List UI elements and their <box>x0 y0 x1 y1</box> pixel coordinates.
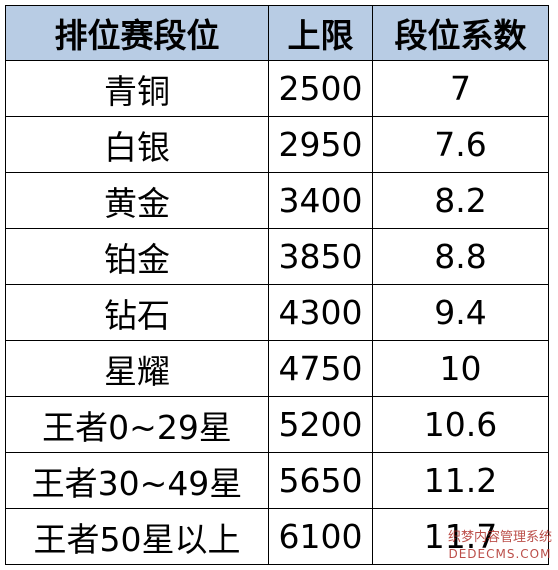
table-cell: 10 <box>372 340 549 397</box>
table-cell: 3850 <box>268 228 373 285</box>
table-cell: 钻石 <box>5 284 269 341</box>
table-cell: 8.8 <box>372 228 549 285</box>
table-cell: 4300 <box>268 284 373 341</box>
rank-table: 排位赛段位 上限 段位系数 青铜 2500 7 白银 2950 7.6 黄金 3400 8.2 铂金 3… <box>5 5 549 565</box>
table-header: 排位赛段位 上限 段位系数 <box>5 5 549 61</box>
table-cell: 王者50星以上 <box>5 508 269 565</box>
table-cell: 星耀 <box>5 340 269 397</box>
table-cell: 2500 <box>268 60 373 117</box>
table-cell: 白银 <box>5 116 269 173</box>
table-cell: 王者0~29星 <box>5 396 269 453</box>
table-cell: 3400 <box>268 172 373 229</box>
table-row: 铂金 3850 8.8 <box>5 228 549 285</box>
header-cell: 上限 <box>268 5 373 61</box>
table-cell: 青铜 <box>5 60 269 117</box>
table-body: 青铜 2500 7 白银 2950 7.6 黄金 3400 8.2 铂金 3850 8.8 钻石 4300… <box>5 60 549 565</box>
table-row: 钻石 4300 9.4 <box>5 284 549 341</box>
table-cell: 10.6 <box>372 396 549 453</box>
table-row: 青铜 2500 7 <box>5 60 549 117</box>
table-cell: 5650 <box>268 452 373 509</box>
table-cell: 2950 <box>268 116 373 173</box>
header-row: 排位赛段位 上限 段位系数 <box>5 5 549 61</box>
header-cell: 段位系数 <box>372 5 549 61</box>
table-cell: 4750 <box>268 340 373 397</box>
table-cell: 铂金 <box>5 228 269 285</box>
table-row: 白银 2950 7.6 <box>5 116 549 173</box>
table-cell: 8.2 <box>372 172 549 229</box>
table-row: 黄金 3400 8.2 <box>5 172 549 229</box>
table-row: 王者30~49星 5650 11.2 <box>5 452 549 509</box>
table-cell: 7.6 <box>372 116 549 173</box>
table-cell: 7 <box>372 60 549 117</box>
table-cell: 9.4 <box>372 284 549 341</box>
table-row: 星耀 4750 10 <box>5 340 549 397</box>
watermark-line: 织梦内容管理系统 <box>447 530 552 545</box>
table-row: 王者50星以上 6100 11.7 <box>5 508 549 565</box>
table-cell: 5200 <box>268 396 373 453</box>
header-cell: 排位赛段位 <box>5 5 269 61</box>
watermark: 织梦内容管理系统 DEDECMS.COM <box>448 530 552 562</box>
table-row: 王者0~29星 5200 10.6 <box>5 396 549 453</box>
table-cell: 黄金 <box>5 172 269 229</box>
table-cell: 11.7 <box>372 508 549 565</box>
watermark-line: DEDECMS.COM <box>448 547 552 561</box>
table-cell: 11.2 <box>372 452 549 509</box>
table-cell: 王者30~49星 <box>5 452 269 509</box>
table-cell: 6100 <box>268 508 373 565</box>
